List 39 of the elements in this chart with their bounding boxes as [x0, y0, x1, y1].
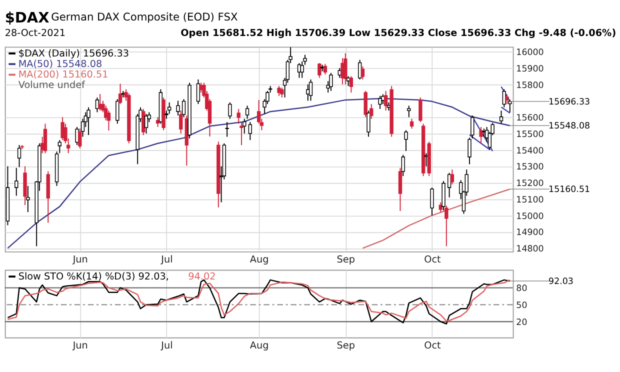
text: Open 15681.52 High 15706.39 Low 15629.33 Close 15696.33 Chg -9.48 (-0.06%): [180, 28, 616, 40]
x-tick-label: Jun: [72, 340, 88, 352]
y-tick-label: 15800: [516, 80, 544, 91]
x-tick-label: Aug: [250, 340, 269, 352]
x-tick-label: Oct: [424, 340, 442, 352]
annotation: 15696.33: [548, 97, 590, 108]
text: 28-Oct-2021: [4, 28, 66, 40]
y-tick-label: 15900: [516, 64, 544, 74]
x-tick-label: Sep: [336, 254, 355, 266]
x-tick-label: Jun: [72, 254, 88, 266]
annotation: 15548.08: [548, 122, 590, 132]
x-tick-label: Jul: [160, 340, 173, 352]
y-tick-label: 20: [516, 318, 528, 328]
y-tick-label: 15400: [516, 146, 544, 156]
y-tick-label: 15200: [516, 179, 544, 190]
y-tick-label: 15300: [516, 162, 544, 173]
legend-label: MA(50) 15548.08: [18, 58, 102, 70]
x-tick-label: Jul: [160, 254, 173, 266]
legend-label: $DAX (Daily) 15696.33: [18, 48, 129, 60]
y-tick-label: 14900: [516, 228, 544, 238]
legend-label: Slow STO %K(14) %D(3) 92.03,: [18, 271, 169, 282]
y-tick-label: 80: [516, 284, 528, 294]
chart-title: $DAX: [4, 10, 50, 27]
chart-subtitle: German DAX Composite (EOD) FSX: [51, 10, 238, 24]
y-tick-label: 15000: [516, 212, 544, 222]
series-label: 94.02: [188, 271, 216, 282]
x-tick-label: Aug: [250, 254, 269, 266]
y-tick-label: 15100: [516, 195, 544, 206]
x-tick-label: Sep: [336, 340, 355, 352]
annotation: 15160.51: [548, 185, 590, 196]
x-tick-label: Oct: [424, 254, 442, 266]
y-tick-label: 15600: [516, 114, 544, 124]
y-tick-label: 14800: [516, 244, 544, 255]
annotation: 92.03: [548, 276, 574, 287]
y-tick-label: 15500: [516, 130, 544, 140]
y-tick-label: 16000: [516, 48, 544, 58]
annotation: Volume undef: [18, 80, 86, 92]
legend-label: MA(200) 15160.51: [18, 70, 108, 81]
y-tick-label: 50: [516, 301, 528, 312]
